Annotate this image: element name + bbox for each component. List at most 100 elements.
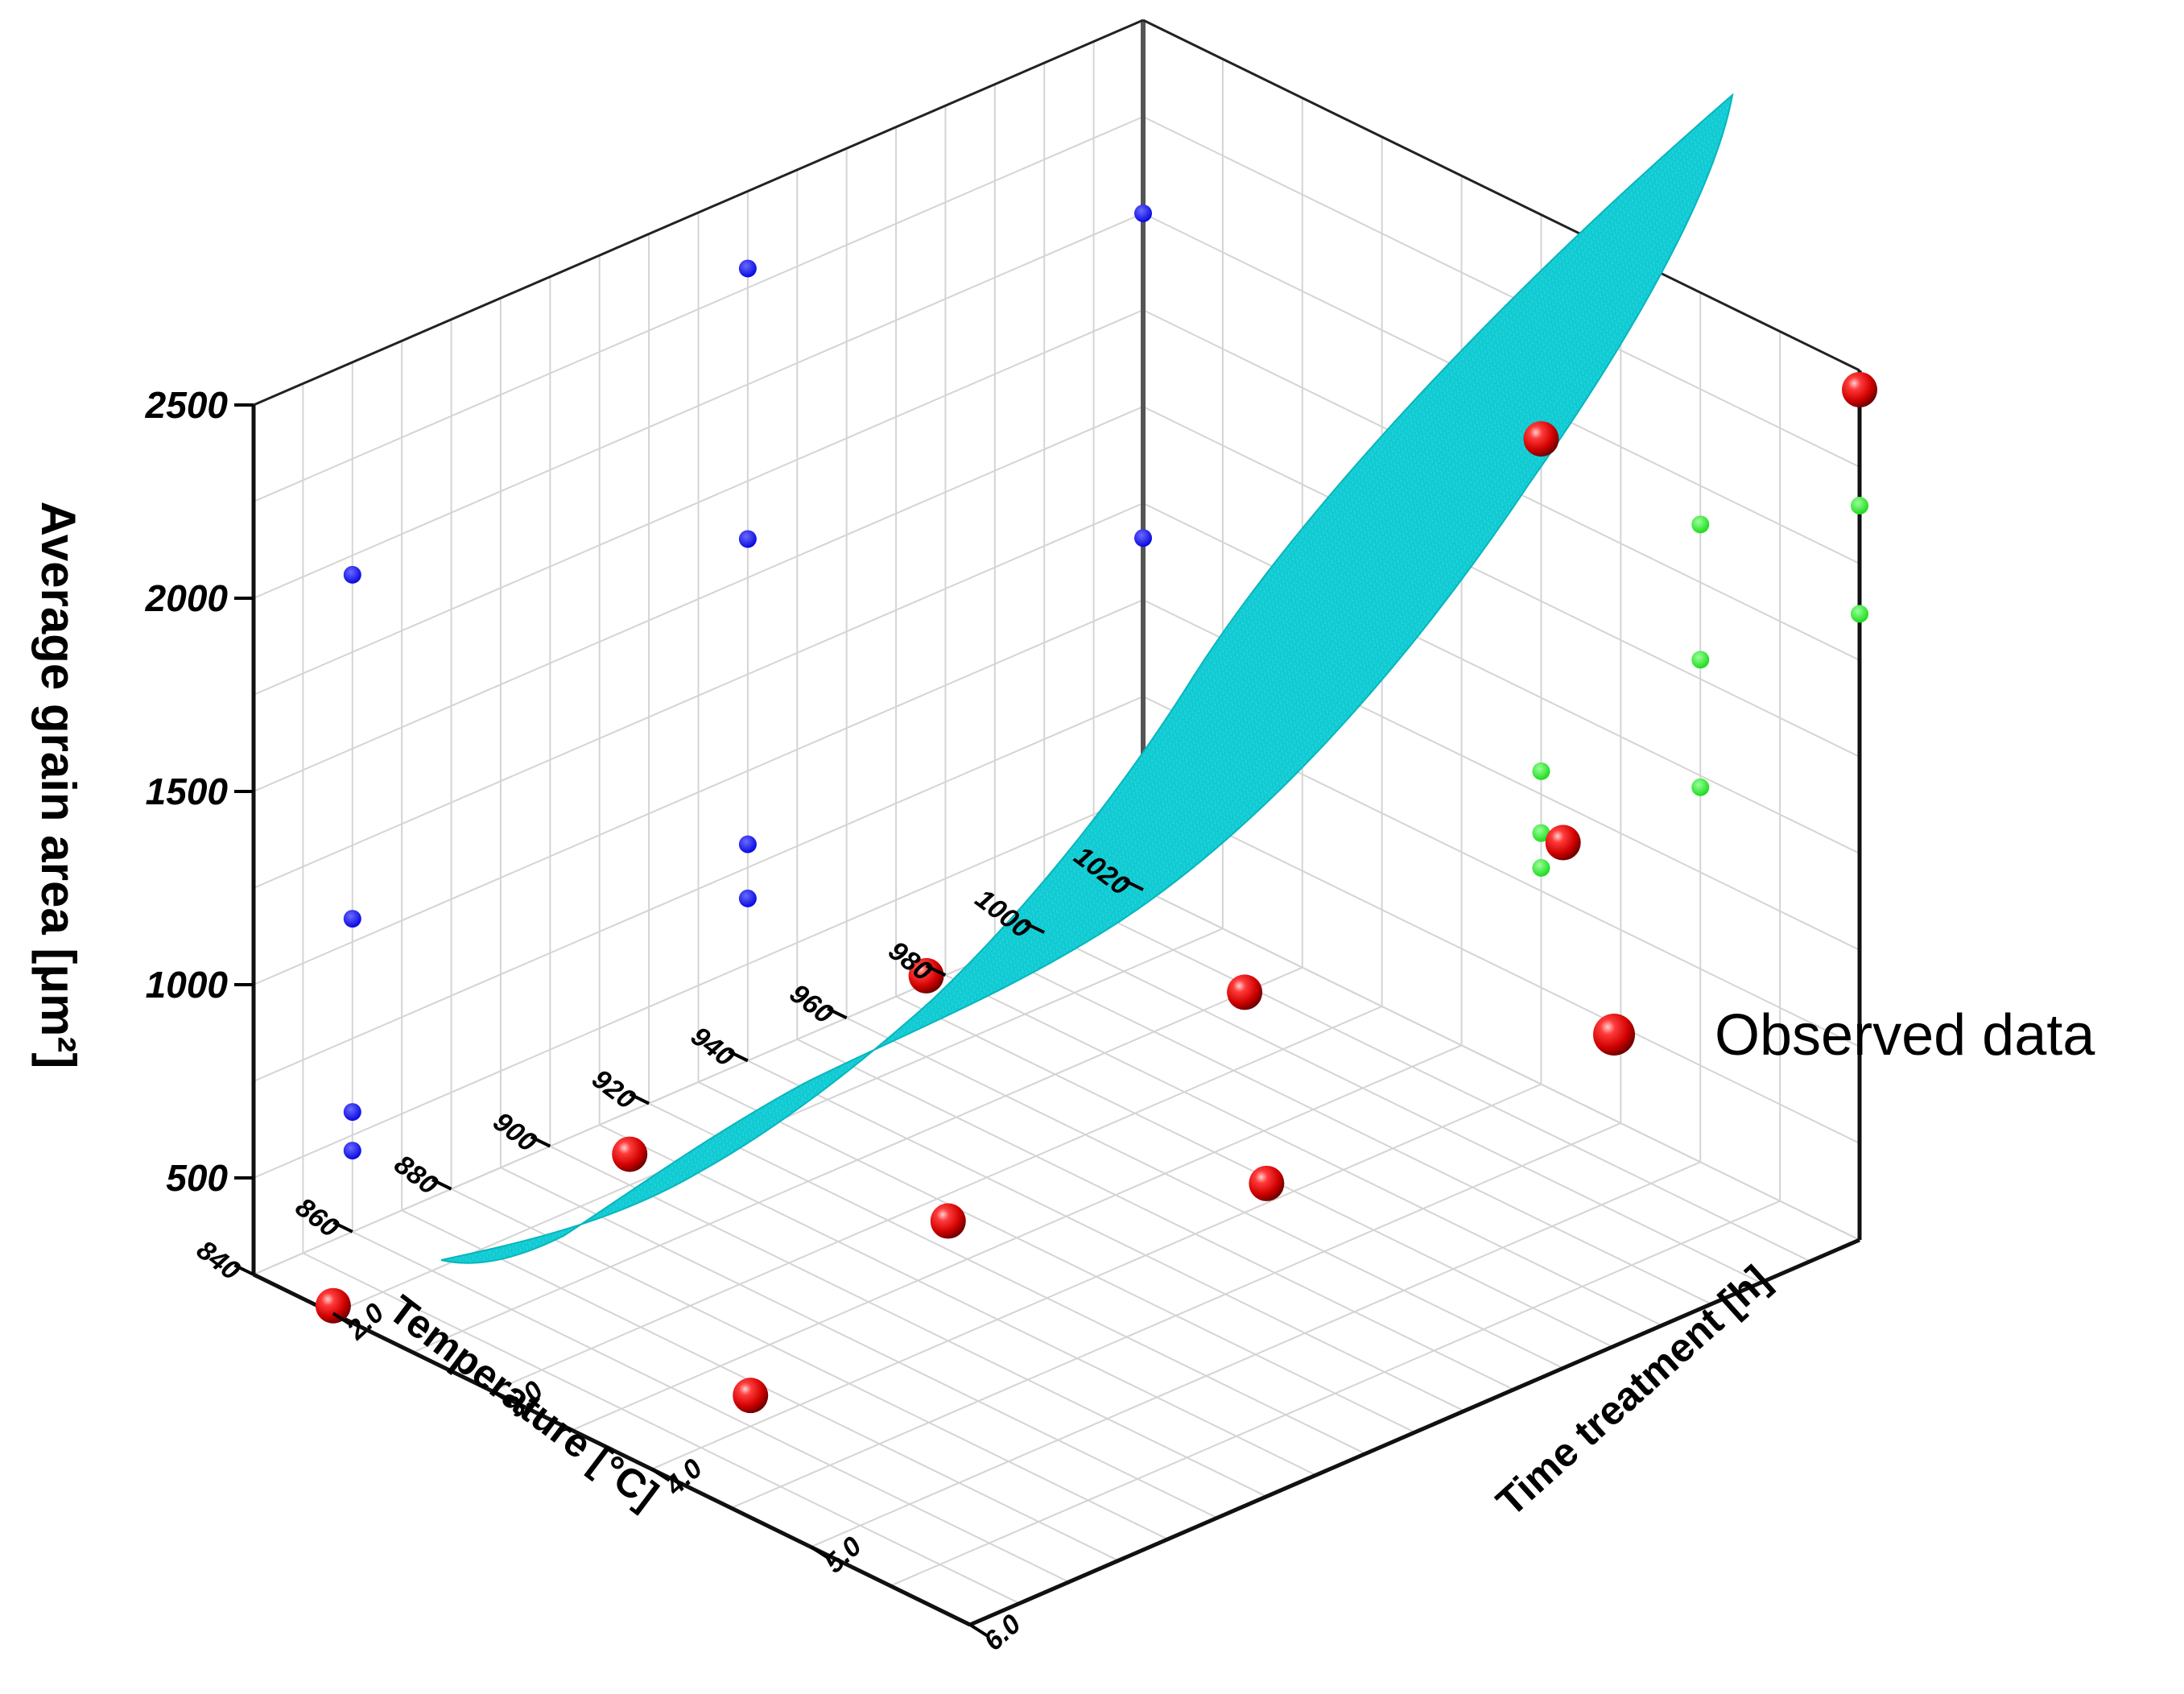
floor-grid-line [1043,932,1761,1284]
projection-point-xz [738,889,757,907]
projection-point-yz [1851,605,1868,623]
y-tick-label: 6.0 [978,1609,1027,1657]
projection-point-yz [1691,651,1710,669]
observed-point [930,1203,966,1239]
wall-grid-line [253,309,1144,696]
x-tick-mark [1123,878,1144,891]
floor-grid-line [810,1161,1701,1548]
x-tick-label: 840 [191,1234,246,1287]
floor-grid-line [412,966,1303,1353]
projection-point-xz [738,530,757,548]
projection-point-xz [738,259,757,278]
observed-points [315,372,1877,1414]
floor-grid-line [492,1006,1383,1392]
x-tick-mark [827,1006,848,1020]
floor-grid-line [599,1124,1317,1477]
floor-grid-line [651,1083,1542,1470]
floor-grid-line [1093,910,1811,1262]
y-tick-mark [968,1623,989,1638]
projections [343,205,1868,1160]
wall-grid-line [1142,792,1860,1144]
legend: Observed data [1593,1003,2095,1068]
wall-grid-line [253,502,1144,889]
wall-grid-line [253,116,1144,502]
floor-grid-line [500,1167,1218,1519]
axis-frame [251,19,1862,1627]
floor-grid-line [730,1122,1621,1509]
x-tick-label: 940 [685,1021,740,1073]
x-tick-mark [530,1135,551,1148]
projection-point-yz [1532,858,1550,877]
projection-point-xz [343,1103,361,1122]
projection-point-xz [343,910,361,928]
y-tick-mark [810,1545,830,1560]
y-tick-mark [332,1312,352,1327]
x-tick-mark [1024,921,1046,934]
x-tick-mark [925,964,947,977]
floor-grid-line [352,1230,1070,1583]
floor-grid-line [796,1038,1514,1390]
observed-point [733,1378,769,1414]
x-tick-label: 960 [784,978,839,1031]
y-axis-line [969,1237,1860,1627]
projection-point-xz [1134,205,1152,222]
wall-grid-line [1142,406,1860,758]
observed-point [1227,974,1263,1010]
floor-grid-line [451,1188,1168,1540]
x-tick-label: 880 [389,1149,444,1201]
floor-grid-line [846,1017,1564,1370]
wall-grid-line [1142,116,1860,468]
z-axis-title: Average grain area [μm²] [31,502,85,1069]
top-edge [1142,19,1860,372]
x-tick-label: 860 [290,1192,345,1244]
z-tick-label: 500 [166,1157,228,1199]
floor-grid-line [572,1044,1462,1432]
axis-titles: Average grain area [μm²] Temperature [°C… [31,502,1778,1525]
floor-grid-line [945,974,1662,1327]
z-tick-label: 2500 [145,384,229,426]
projection-point-xz [343,565,361,584]
projection-point-xz [738,835,757,853]
observed-point [1545,824,1581,861]
floor-grid-line [747,1060,1465,1412]
x-tick-label: 900 [487,1106,542,1159]
projection-point-xz [343,1142,361,1160]
legend-label: Observed data [1715,1003,2095,1068]
wall-grid-line [253,792,1144,1179]
legend-marker [1593,1014,1635,1056]
floor-grid-line [648,1102,1366,1455]
x-tick-mark [233,1263,254,1276]
wall-grid-line [1142,889,1860,1241]
x-tick-label: 920 [586,1064,641,1116]
floor-grid-line [698,1081,1415,1433]
wall-grid-line [253,213,1144,599]
projection-point-yz [1532,762,1550,780]
x-tick-mark [431,1178,452,1191]
x-tick-mark [629,1093,650,1105]
observed-point [908,957,944,994]
y-tick-mark [491,1390,511,1404]
wall-grid-line [1142,502,1860,854]
x-axis-line [252,1272,972,1627]
observed-point [315,1287,351,1324]
wall-grid-line [253,696,1144,1082]
z-tick-label: 2000 [145,577,229,619]
z-tick-label: 1500 [146,771,229,812]
observed-point [612,1136,648,1172]
projection-point-yz [1532,824,1550,842]
projection-point-yz [1851,497,1868,514]
floor-grid-line [549,1145,1267,1498]
floor-grid-line [994,952,1712,1305]
projection-point-yz [1691,778,1710,796]
surface-ribbon [440,93,1734,1264]
projection-point-xz [1134,529,1152,547]
y-tick-mark [650,1467,671,1482]
floor-grid-line [890,1200,1781,1587]
observed-point [1249,1165,1285,1201]
wall-grid-line [253,599,1144,985]
observed-point [1842,372,1877,407]
x-tick-mark [332,1221,353,1233]
top-edge [253,19,1144,407]
